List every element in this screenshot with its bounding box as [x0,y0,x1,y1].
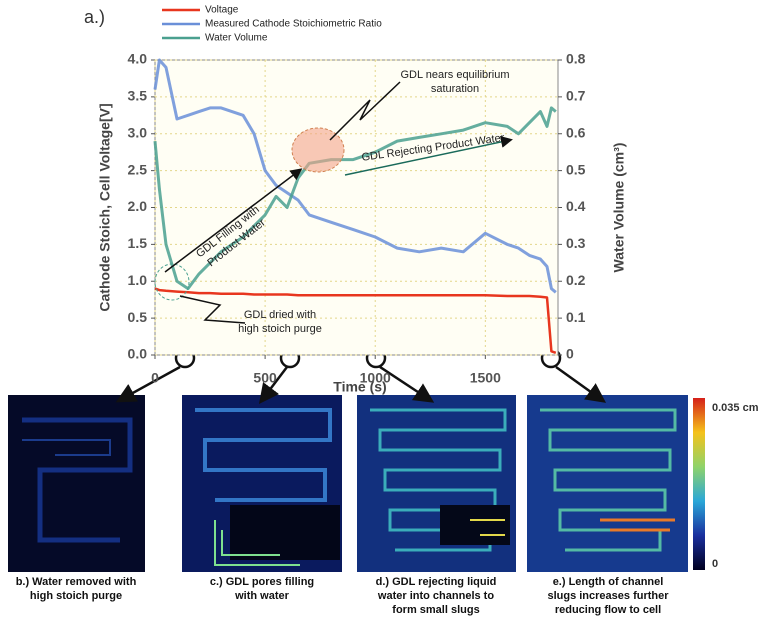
y2-tick-label: 0.3 [566,235,586,251]
y-tick-label: 4.0 [128,51,148,67]
panel-caption: high stoich purge [30,590,122,602]
figure-label: a.) [84,7,105,27]
y-axis-title: Cathode Stoich, Cell Voltage[V] [97,103,113,311]
panel-caption: with water [234,590,290,602]
panel-caption: c.) GDL pores filling [210,576,314,588]
panel-caption: slugs increases further [547,590,669,602]
y2-axis-title: Water Volume (cm³) [611,143,627,273]
y-tick-label: 1.5 [128,235,148,251]
panel-caption: b.) Water removed with [16,576,137,588]
colorbar-max: 0.035 cm [712,402,759,414]
annotation-text: saturation [431,83,479,95]
annotation-text: GDL nears equilibrium [400,69,509,81]
annotation-text: GDL dried with [244,309,316,321]
y2-tick-label: 0.5 [566,161,586,177]
y2-tick-label: 0.6 [566,124,586,140]
y2-tick-label: 0.7 [566,88,586,104]
y2-tick-label: 0.4 [566,198,586,214]
heatmap-d [357,395,516,572]
y-tick-label: 3.5 [128,88,148,104]
heatmap-c [182,395,342,572]
colorbar [693,398,705,570]
heatmap-e [527,395,688,572]
y2-tick-label: 0.2 [566,272,586,288]
panel-caption: reducing flow to cell [555,604,661,616]
figure: a.) 0.035 cm 0 0.0 0.5 1.0 1.5 2.0 2.5 3.0 3.5 4… [0,0,765,622]
colorbar-min: 0 [712,558,718,570]
x-axis-title: Time (s) [333,379,386,395]
y-tick-label: 3.0 [128,124,148,140]
annotation-text: high stoich purge [238,323,322,335]
legend-label: Water Volume [205,33,268,44]
y-tick-label: 1.0 [128,272,148,288]
y-tick-label: 2.5 [128,161,148,177]
heatmap-b [8,395,145,572]
legend-label: Measured Cathode Stoichiometric Ratio [205,19,382,30]
panel-caption: e.) Length of channel [553,576,664,588]
panel-caption: d.) GDL rejecting liquid [376,576,497,588]
y2-tick-label: 0.1 [566,309,586,325]
x-tick-label: 1500 [470,370,501,386]
y-tick-label: 0.0 [128,346,148,362]
y2-tick-label: 0 [566,346,574,362]
legend-label: Voltage [205,5,239,16]
panel-caption: form small slugs [392,604,479,616]
x-tick-label: 0 [151,370,159,386]
x-tick-label: 500 [253,370,277,386]
y-tick-label: 2.0 [128,198,148,214]
y2-tick-label: 0.8 [566,51,586,67]
y-tick-label: 0.5 [128,309,148,325]
panel-caption: water into channels to [377,590,494,602]
